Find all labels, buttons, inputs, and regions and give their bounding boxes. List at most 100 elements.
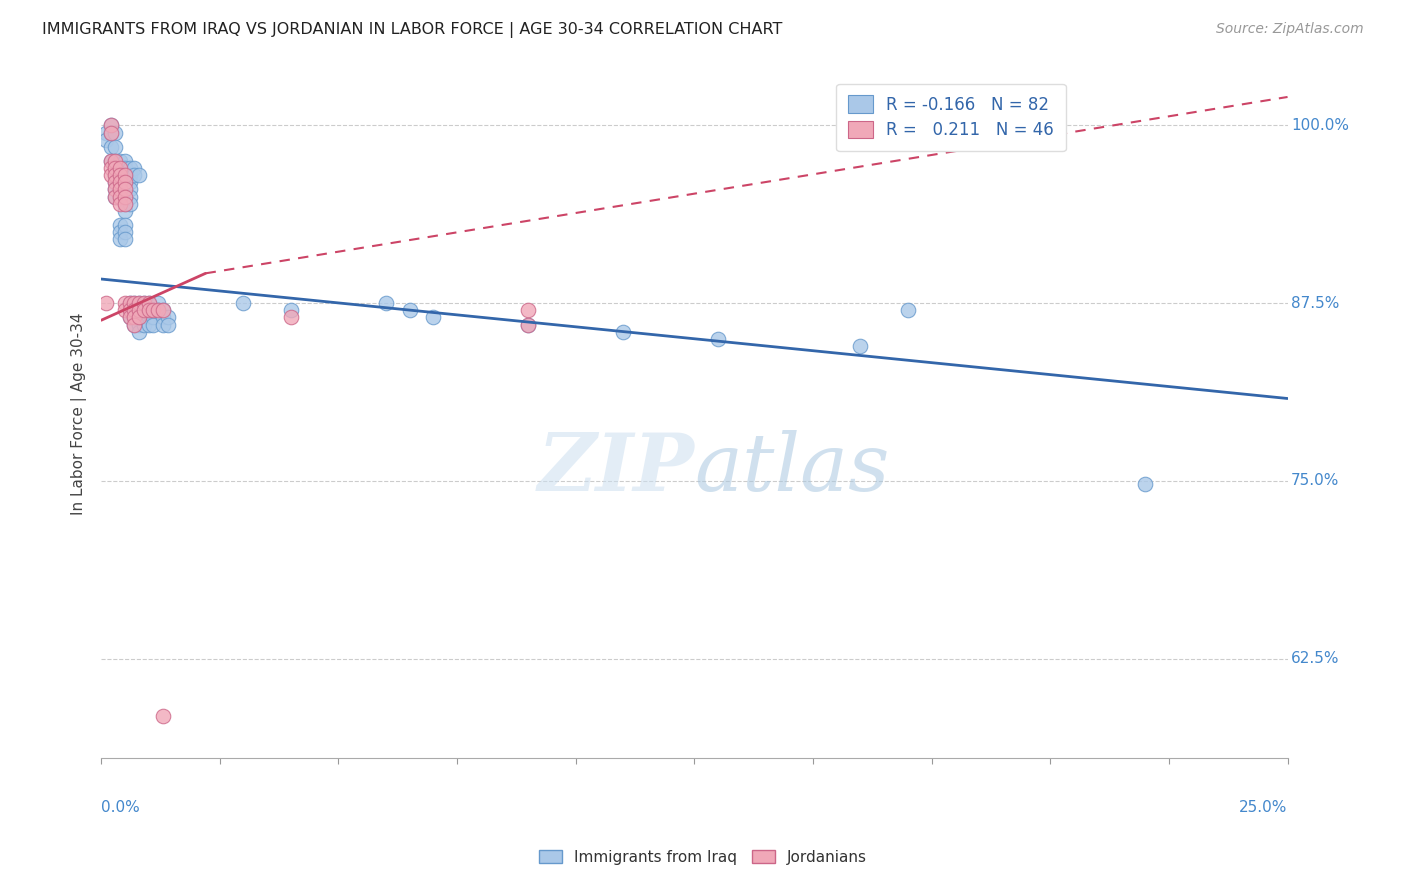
Point — [146, 296, 169, 310]
Point — [100, 168, 122, 182]
Point — [104, 140, 127, 154]
Point — [138, 303, 160, 318]
Point — [128, 310, 150, 325]
Point — [118, 310, 141, 325]
Point — [114, 232, 136, 246]
Point — [124, 303, 146, 318]
Point — [128, 168, 150, 182]
Point — [104, 189, 127, 203]
Text: atlas: atlas — [695, 430, 890, 508]
Point — [124, 296, 146, 310]
Point — [118, 296, 141, 310]
Point — [156, 310, 179, 325]
Point — [114, 189, 136, 203]
Point — [108, 196, 131, 211]
Point — [114, 196, 136, 211]
Point — [118, 196, 141, 211]
Point — [114, 303, 136, 318]
Point — [398, 303, 420, 318]
Point — [100, 161, 122, 175]
Point — [128, 296, 150, 310]
Point — [104, 153, 127, 168]
Point — [94, 126, 117, 140]
Point — [132, 296, 155, 310]
Point — [118, 175, 141, 189]
Text: ZIP: ZIP — [537, 430, 695, 508]
Point — [108, 175, 131, 189]
Point — [897, 303, 920, 318]
Point — [517, 318, 540, 332]
Point — [114, 153, 136, 168]
Point — [707, 332, 730, 346]
Point — [108, 225, 131, 239]
Point — [100, 140, 122, 154]
Point — [94, 133, 117, 147]
Point — [118, 182, 141, 196]
Point — [118, 310, 141, 325]
Point — [114, 189, 136, 203]
Point — [128, 318, 150, 332]
Point — [108, 161, 131, 175]
Point — [152, 318, 174, 332]
Text: 25.0%: 25.0% — [1239, 800, 1288, 814]
Point — [142, 303, 165, 318]
Point — [104, 161, 127, 175]
Point — [146, 303, 169, 318]
Point — [104, 126, 127, 140]
Point — [94, 296, 117, 310]
Point — [152, 303, 174, 318]
Legend: R = -0.166   N = 82, R =   0.211   N = 46: R = -0.166 N = 82, R = 0.211 N = 46 — [837, 84, 1066, 151]
Text: 75.0%: 75.0% — [1291, 474, 1340, 489]
Point — [124, 168, 146, 182]
Point — [517, 318, 540, 332]
Point — [118, 296, 141, 310]
Point — [100, 119, 122, 133]
Point — [118, 161, 141, 175]
Point — [108, 232, 131, 246]
Point — [114, 168, 136, 182]
Point — [124, 161, 146, 175]
Point — [114, 203, 136, 218]
Point — [124, 296, 146, 310]
Point — [156, 318, 179, 332]
Point — [114, 196, 136, 211]
Point — [142, 310, 165, 325]
Point — [422, 310, 444, 325]
Point — [114, 175, 136, 189]
Point — [132, 310, 155, 325]
Point — [114, 175, 136, 189]
Point — [124, 310, 146, 325]
Point — [280, 303, 302, 318]
Point — [612, 325, 634, 339]
Point — [114, 182, 136, 196]
Point — [124, 303, 146, 318]
Point — [104, 182, 127, 196]
Text: 62.5%: 62.5% — [1291, 651, 1340, 666]
Point — [108, 182, 131, 196]
Point — [114, 182, 136, 196]
Point — [114, 161, 136, 175]
Text: 100.0%: 100.0% — [1291, 118, 1350, 133]
Point — [104, 168, 127, 182]
Point — [108, 153, 131, 168]
Text: IMMIGRANTS FROM IRAQ VS JORDANIAN IN LABOR FORCE | AGE 30-34 CORRELATION CHART: IMMIGRANTS FROM IRAQ VS JORDANIAN IN LAB… — [42, 22, 783, 38]
Y-axis label: In Labor Force | Age 30-34: In Labor Force | Age 30-34 — [72, 312, 87, 515]
Point — [104, 182, 127, 196]
Point — [142, 318, 165, 332]
Point — [128, 310, 150, 325]
Point — [138, 303, 160, 318]
Point — [132, 303, 155, 318]
Point — [517, 303, 540, 318]
Point — [104, 175, 127, 189]
Point — [132, 318, 155, 332]
Point — [1133, 476, 1156, 491]
Point — [118, 303, 141, 318]
Point — [146, 303, 169, 318]
Point — [132, 303, 155, 318]
Point — [108, 189, 131, 203]
Point — [118, 189, 141, 203]
Point — [104, 189, 127, 203]
Point — [108, 175, 131, 189]
Text: 87.5%: 87.5% — [1291, 296, 1340, 310]
Point — [108, 161, 131, 175]
